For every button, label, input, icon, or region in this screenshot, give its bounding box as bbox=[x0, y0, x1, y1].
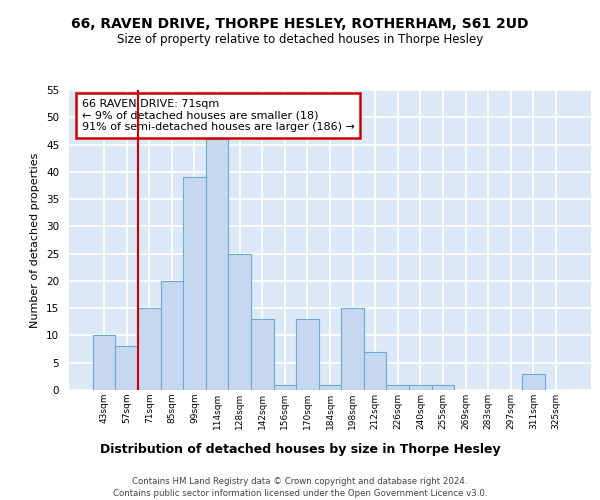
Bar bbox=[431, 384, 454, 390]
Y-axis label: Number of detached properties: Number of detached properties bbox=[31, 152, 40, 328]
Bar bbox=[251, 319, 274, 390]
Bar bbox=[364, 352, 386, 390]
Bar bbox=[206, 139, 229, 390]
Text: Contains HM Land Registry data © Crown copyright and database right 2024.: Contains HM Land Registry data © Crown c… bbox=[132, 478, 468, 486]
Bar bbox=[274, 384, 296, 390]
Bar bbox=[93, 336, 115, 390]
Bar bbox=[319, 384, 341, 390]
Bar bbox=[296, 319, 319, 390]
Text: 66, RAVEN DRIVE, THORPE HESLEY, ROTHERHAM, S61 2UD: 66, RAVEN DRIVE, THORPE HESLEY, ROTHERHA… bbox=[71, 18, 529, 32]
Bar bbox=[386, 384, 409, 390]
Bar bbox=[522, 374, 545, 390]
Bar bbox=[183, 178, 206, 390]
Text: Size of property relative to detached houses in Thorpe Hesley: Size of property relative to detached ho… bbox=[117, 32, 483, 46]
Bar bbox=[409, 384, 431, 390]
Bar bbox=[161, 281, 183, 390]
Bar bbox=[138, 308, 161, 390]
Bar bbox=[115, 346, 138, 390]
Text: Contains public sector information licensed under the Open Government Licence v3: Contains public sector information licen… bbox=[113, 489, 487, 498]
Bar bbox=[229, 254, 251, 390]
Text: Distribution of detached houses by size in Thorpe Hesley: Distribution of detached houses by size … bbox=[100, 442, 500, 456]
Bar bbox=[341, 308, 364, 390]
Text: 66 RAVEN DRIVE: 71sqm
← 9% of detached houses are smaller (18)
91% of semi-detac: 66 RAVEN DRIVE: 71sqm ← 9% of detached h… bbox=[82, 99, 355, 132]
